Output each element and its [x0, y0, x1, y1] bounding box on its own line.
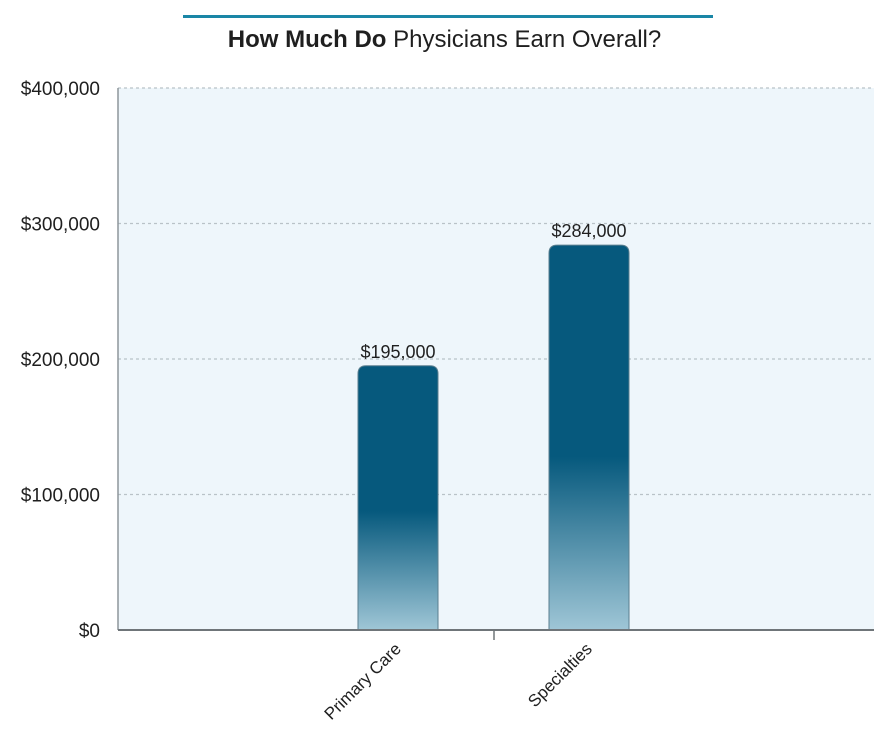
bar-value-label: $195,000	[360, 342, 435, 362]
chart-title-bold: How Much Do	[227, 26, 387, 53]
x-tick-label: Primary Care	[321, 639, 405, 723]
y-tick-label: $300,000	[21, 215, 100, 236]
chart-title-rest: Physicians Earn Overall?	[386, 26, 662, 53]
y-tick-label: $0	[79, 621, 100, 642]
title-rule	[183, 15, 713, 18]
y-tick-label: $200,000	[21, 350, 100, 371]
x-axis-labels: Primary Care Specialties	[321, 639, 596, 723]
y-tick-label: $400,000	[21, 79, 100, 100]
bar	[548, 244, 630, 631]
axes	[117, 88, 874, 640]
gridlines	[118, 87, 874, 496]
y-tick-label: $100,000	[21, 486, 100, 507]
bar	[357, 365, 439, 631]
y-axis-ticks: $0 $100,000 $200,000 $300,000 $400,000	[21, 79, 100, 642]
bars: $195,000 $284,000	[357, 221, 630, 631]
bar-value-label: $284,000	[551, 221, 626, 241]
x-tick-label: Specialties	[524, 639, 596, 711]
chart-title: How Much Do Physicians Earn Overall?	[0, 26, 889, 54]
